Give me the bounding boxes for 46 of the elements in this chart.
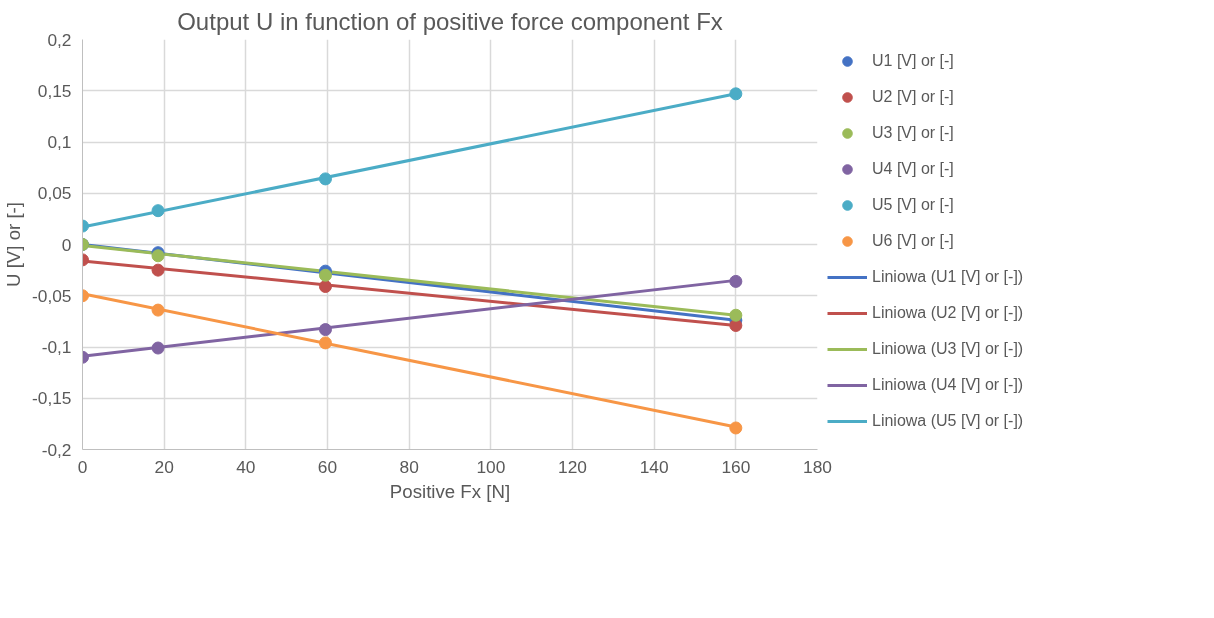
x-tick-label: 180: [803, 456, 832, 477]
legend-label: U5 [V] or [-]: [872, 195, 954, 215]
x-tick-label: 140: [639, 456, 669, 477]
legend-label: Liniowa (U3 [V] or [-]): [872, 339, 1024, 359]
x-tick-label: 20: [154, 456, 174, 477]
point: [151, 303, 165, 317]
point: [318, 323, 332, 337]
point: [729, 421, 743, 435]
y-tick-label: -0,15: [32, 388, 72, 409]
point: [318, 268, 332, 282]
x-axis-title: Positive Fx [N]: [389, 480, 511, 502]
legend-label: U2 [V] or [-]: [872, 87, 954, 107]
legend-label: U3 [V] or [-]: [872, 123, 954, 143]
legend-label: U4 [V] or [-]: [872, 159, 954, 179]
legend-label: U6 [V] or [-]: [872, 231, 954, 251]
x-tick-label: 120: [558, 456, 587, 477]
point: [151, 341, 165, 355]
point: [318, 336, 332, 350]
y-tick-label: -0,2: [41, 439, 72, 460]
point: [151, 204, 165, 218]
x-tick-label: 40: [236, 456, 256, 477]
y-tick-label: 0,15: [37, 80, 72, 101]
chart-title: Output U in function of positive force component Fx: [177, 7, 723, 35]
legend-label: U1 [V] or [-]: [872, 51, 954, 71]
x-tick-label: 100: [476, 456, 506, 477]
legend-label: Liniowa (U1 [V] or [-]): [872, 267, 1024, 287]
legend-label: Liniowa (U5 [V] or [-]): [872, 411, 1024, 431]
x-tick-label: 60: [317, 456, 338, 477]
point: [729, 274, 743, 288]
y-tick-label: 0,05: [37, 183, 72, 204]
point: [318, 280, 332, 294]
point: [151, 263, 165, 277]
y-tick-label: 0,2: [47, 29, 72, 50]
y-tick-label: -0,05: [32, 285, 72, 306]
y-tick-label: 0,1: [47, 132, 72, 152]
legend-label: Liniowa (U2 [V] or [-]): [872, 303, 1024, 323]
x-tick-label: 0: [77, 456, 88, 477]
legend-label: Liniowa (U4 [V] or [-]): [872, 375, 1024, 395]
x-tick-label: 80: [399, 456, 419, 477]
x-tick-label: 160: [721, 456, 751, 477]
point: [729, 87, 743, 101]
y-tick-label: -0,1: [41, 337, 72, 357]
point: [729, 308, 743, 322]
y-axis-title: U [V] or [-]: [3, 201, 24, 287]
y-tick-label: 0: [61, 234, 72, 255]
point: [318, 172, 332, 186]
